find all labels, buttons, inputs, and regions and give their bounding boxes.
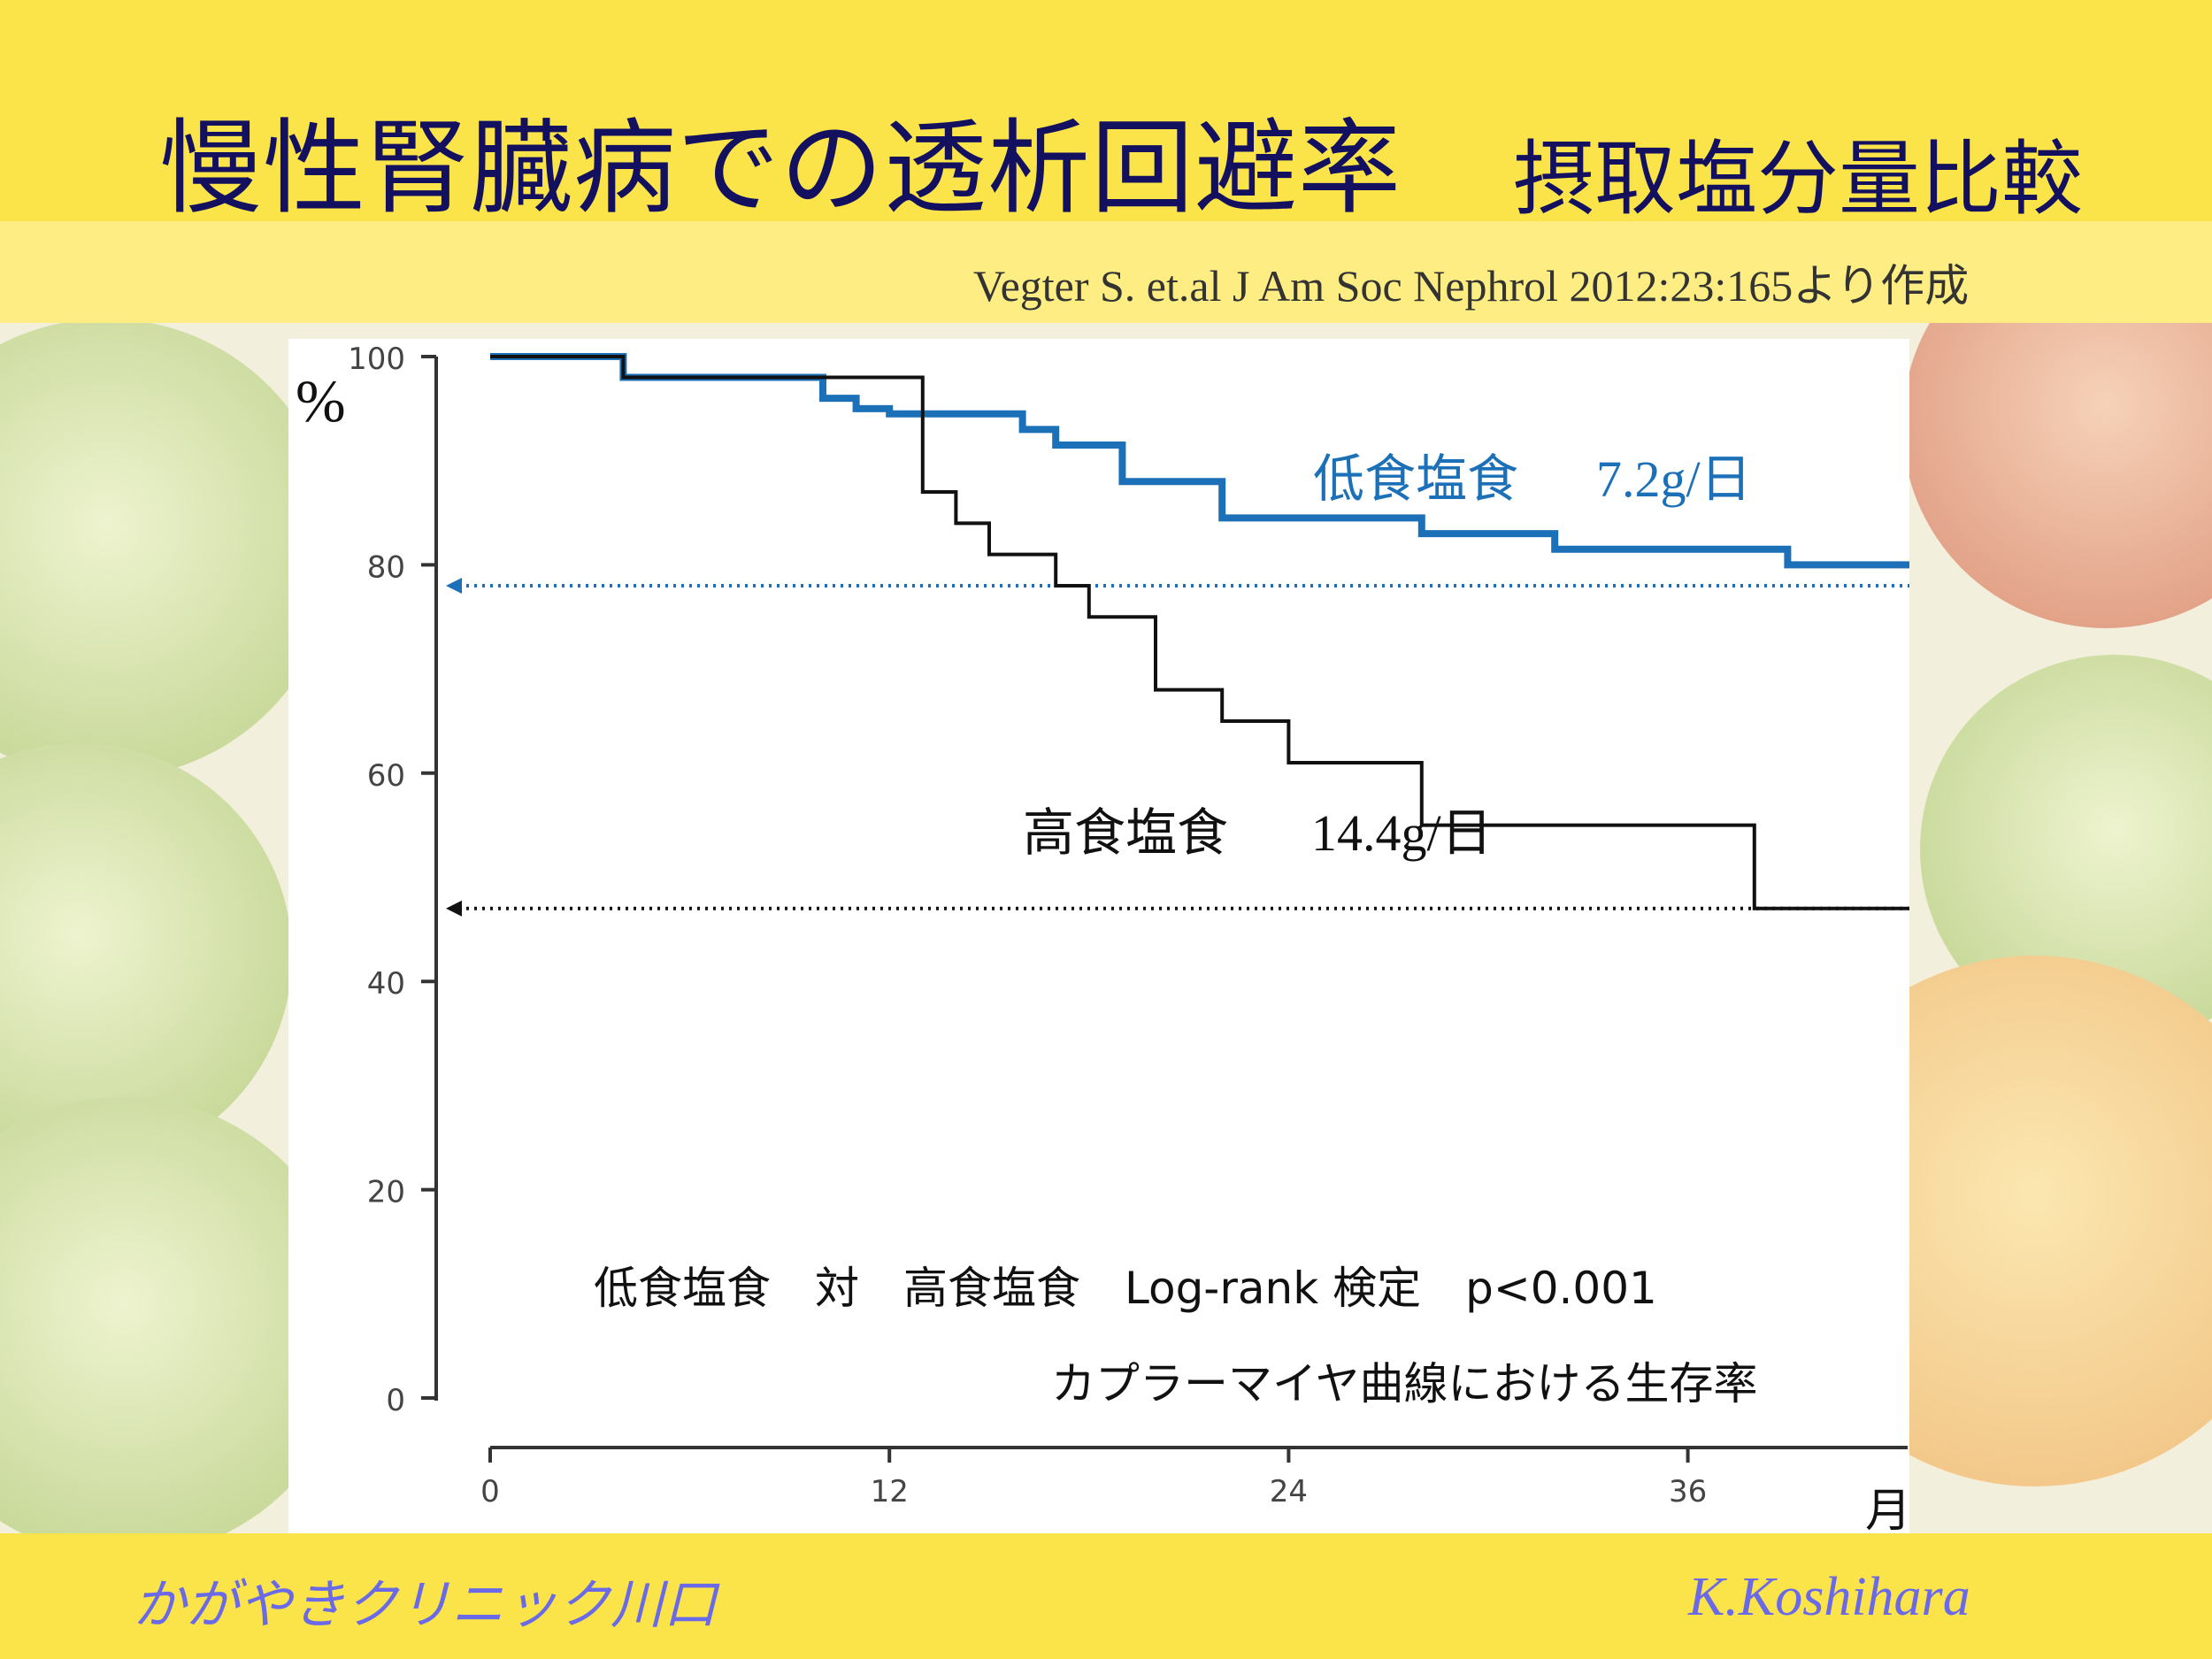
method-annotation: カプラーマイヤ曲線における生存率 [1051,1358,1758,1409]
reference-arrows [446,577,1909,917]
slide-title: 慢性腎臓病での透析回避率 [159,109,1402,228]
chart-background [288,339,1909,1533]
legend-low-salt-name: 低食塩食 [1313,449,1518,509]
footer-author: K.Koshihara [1688,1567,1970,1627]
x-tick-label: 0 [480,1474,500,1509]
legend-low-salt: 低食塩食 7.2g/日 [1313,449,1752,509]
legend-low-salt-value: 7.2g/日 [1596,450,1752,508]
y-unit-label: % [296,367,346,434]
legend-high-salt-name: 高食塩食 [1023,803,1228,863]
y-tick-label: 60 [367,758,405,794]
reference-arrow-head [446,900,462,917]
x-tick-label: 24 [1270,1474,1308,1509]
footer-clinic-name: かがやきクリニック川口 [133,1574,717,1636]
legend-high-salt: 高食塩食 14.4g/日 [1023,803,1493,863]
slide-subtitle: 摂取塩分量比較 [1513,132,2084,227]
y-axis-label: 生存率 [288,742,289,958]
reference-arrow-head [446,577,462,594]
y-tick-label: 100 [348,342,405,377]
y-tick-label: 20 [367,1175,405,1210]
series-lines [490,353,1909,910]
citation: Vegter S. et.al J Am Soc Nephrol 2012:23… [973,261,1970,311]
low-salt-curve [490,353,1909,569]
x-axis-label: 月 [1865,1485,1909,1533]
high-salt-curve [490,355,1909,910]
chart-axes [434,357,1908,1449]
log-rank-annotation: 低食塩食 対 高食塩食 Log-rank 検定 p<0.001 [594,1263,1657,1314]
y-ticks: 0 20 40 60 80 100 [348,342,436,1418]
x-tick-label: 12 [871,1474,909,1509]
x-tick-label: 36 [1669,1474,1707,1509]
y-tick-label: 80 [367,549,405,585]
y-tick-label: 0 [386,1383,405,1418]
x-ticks: 012243648 [480,1448,1707,1509]
y-tick-label: 40 [367,966,405,1002]
legend-high-salt-value: 14.4g/日 [1311,804,1493,862]
